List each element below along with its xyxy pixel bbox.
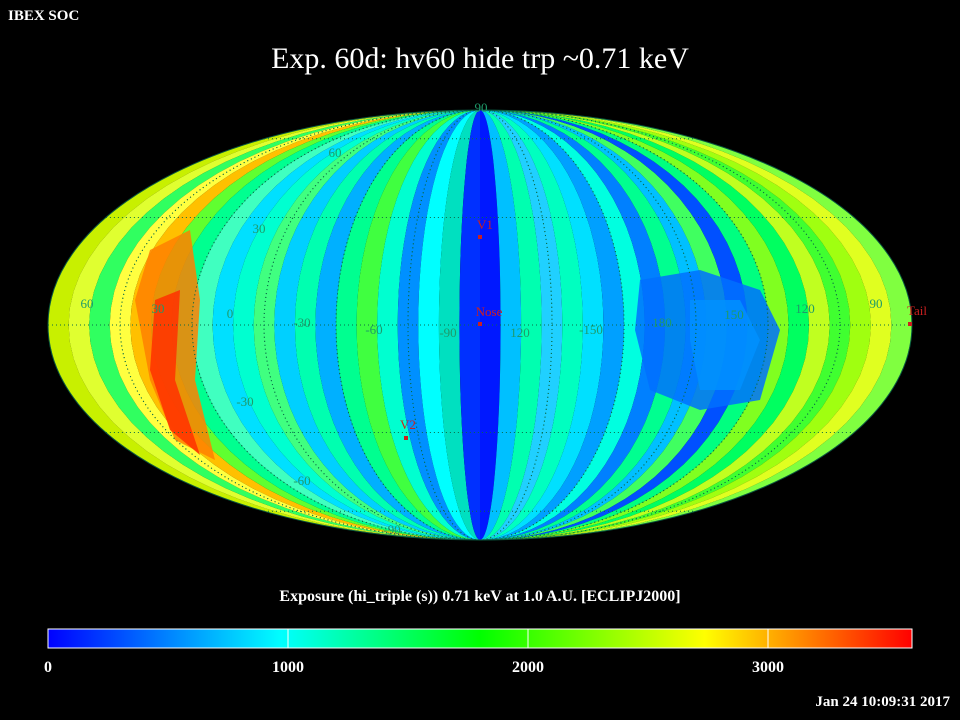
colorbar-caption: Exposure (hi_triple (s)) 0.71 keV at 1.0… [279, 588, 681, 605]
exposure-band [356, 110, 480, 540]
meridian-line [119, 110, 841, 540]
lat-label: -90 [383, 522, 400, 537]
lat-label: 30 [253, 221, 266, 236]
lon-label: 30 [152, 301, 165, 316]
tail-label: Tail [907, 303, 927, 318]
nose-marker [478, 322, 482, 326]
tail-marker [908, 322, 912, 326]
exposure-band [336, 110, 480, 540]
colorbar-tick-label: 3000 [752, 659, 784, 676]
nose-label: Nose [476, 304, 503, 319]
organization-label: IBEX SOC [8, 8, 80, 24]
lon-label: -30 [293, 315, 310, 330]
timestamp: Jan 24 10:09:31 2017 [815, 694, 950, 710]
lat-label: 90 [475, 100, 488, 115]
meridian-line [263, 110, 697, 540]
v2-marker [404, 436, 408, 440]
lon-label: -90 [439, 325, 456, 340]
exposure-region [690, 300, 760, 390]
exposure-band [480, 110, 604, 540]
colorbar-tick-label: 1000 [272, 659, 304, 676]
map-title: Exp. 60d: hv60 hide trp ~0.71 keV [271, 42, 689, 75]
lon-label: 120 [510, 325, 530, 340]
exposure-band [480, 110, 583, 540]
v1-label: V1 [477, 217, 493, 232]
v2-label: V2 [400, 417, 416, 432]
lon-label: -150 [579, 322, 603, 337]
exposure-band [418, 110, 480, 540]
lon-label: 150 [724, 307, 744, 322]
lat-label: 60 [329, 145, 342, 160]
lon-label: -60 [365, 322, 382, 337]
colorbar [47, 628, 913, 649]
exposure-band [480, 110, 624, 540]
meridian-line [335, 110, 625, 540]
exposure-field [48, 110, 912, 540]
exposure-band [480, 110, 563, 540]
lon-label: 0 [227, 306, 234, 321]
exposure-region [150, 290, 200, 455]
colorbar-tick-label: 0 [44, 659, 52, 676]
lon-label: 60 [81, 296, 94, 311]
lat-label: -60 [293, 473, 310, 488]
exposure-band [480, 110, 501, 540]
lon-label: 180 [652, 315, 672, 330]
colorbar-tick-label: 2000 [512, 659, 544, 676]
exposure-band [438, 110, 480, 540]
meridian-line [407, 110, 553, 540]
v1-marker [478, 235, 482, 239]
lat-label: -30 [236, 394, 253, 409]
meridian-line [191, 110, 769, 540]
lon-label: 120 [795, 301, 815, 316]
lon-label: 90 [870, 296, 883, 311]
